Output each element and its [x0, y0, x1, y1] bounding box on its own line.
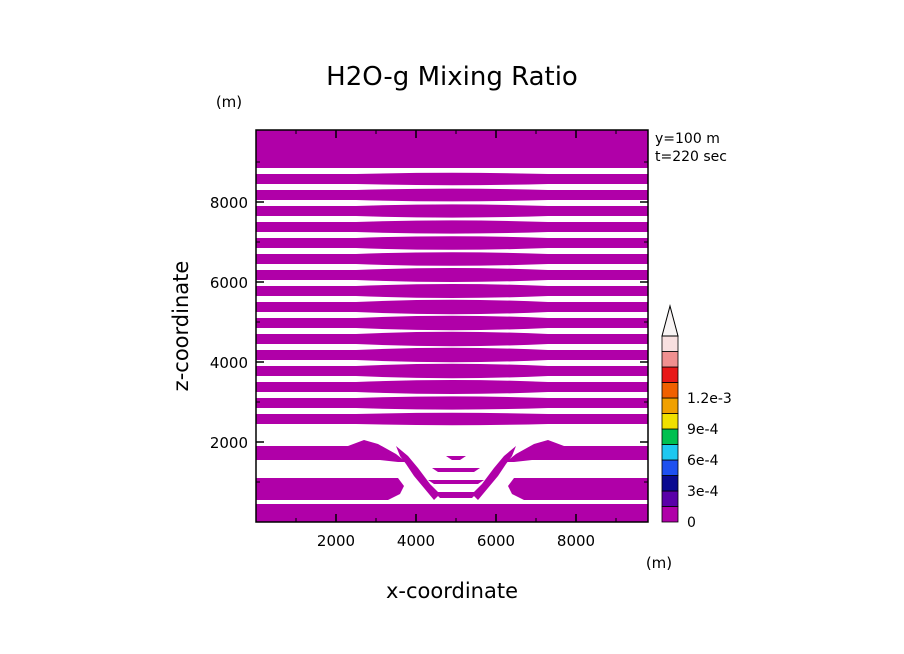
x-tick-label: 2000 [317, 532, 355, 550]
colorbar-tick-label: 3e-4 [687, 484, 719, 500]
contour-band [256, 252, 648, 266]
colorbar-swatch [661, 506, 679, 523]
contour-band [256, 220, 648, 234]
contour-band [256, 236, 648, 250]
y-tick-label: 6000 [210, 274, 248, 292]
colorbar-swatch [661, 366, 679, 383]
x-tick-label: 6000 [477, 532, 515, 550]
contour-band [256, 299, 648, 315]
contour-band [256, 363, 648, 379]
colorbar: 0 3e-4 6e-4 9e-4 1.2e-3 [661, 304, 732, 531]
contour-region [446, 456, 466, 460]
colorbar-swatch [661, 428, 679, 445]
contour-band [256, 204, 648, 218]
x-axis: 2000 4000 6000 8000 [295, 130, 617, 550]
x-tick-label: 4000 [397, 532, 435, 550]
contour-region [472, 446, 516, 500]
x-unit-label: (m) [646, 554, 672, 572]
colorbar-swatch [661, 335, 679, 352]
y-tick-label: 8000 [210, 194, 248, 212]
contour-region [428, 480, 484, 484]
contour-region [396, 446, 440, 500]
annotation-y-position: y=100 m [655, 131, 720, 147]
contour-band [256, 188, 648, 202]
contour-region [432, 468, 480, 472]
y-unit-label: (m) [216, 93, 242, 111]
y-tick-label: 2000 [210, 434, 248, 452]
contour-region [256, 478, 404, 500]
contour-region [506, 440, 648, 462]
contour-band [256, 172, 648, 186]
plot-frame [255, 129, 649, 523]
colorbar-tick-label: 1.2e-3 [687, 391, 732, 407]
annotation-time: t=220 sec [655, 149, 727, 165]
chart-title: H2O-g Mixing Ratio [326, 62, 578, 92]
colorbar-swatch [661, 382, 679, 399]
contour-region [434, 492, 478, 498]
contour-band [256, 284, 648, 298]
colorbar-swatch [661, 459, 679, 476]
colorbar-extend-arrow [661, 304, 679, 337]
contour-band [256, 268, 648, 282]
contour-band [256, 315, 648, 331]
colorbar-tick-label: 0 [687, 515, 696, 531]
contour-band [256, 412, 648, 426]
plot-layer [256, 130, 648, 522]
contour-region [256, 504, 648, 522]
contour-band [256, 130, 648, 168]
contour-band [256, 380, 648, 394]
colorbar-tick-label: 9e-4 [687, 422, 719, 438]
colorbar-swatch [661, 444, 679, 461]
colorbar-swatch [661, 413, 679, 430]
colorbar-swatch [661, 397, 679, 414]
y-axis: 2000 4000 6000 8000 [210, 161, 648, 483]
contour-band [256, 331, 648, 347]
y-axis-label: z-coordinate [169, 261, 193, 392]
x-axis-label: x-coordinate [386, 579, 518, 603]
x-tick-label: 8000 [557, 532, 595, 550]
colorbar-tick-label: 6e-4 [687, 453, 719, 469]
contour-band [256, 396, 648, 410]
colorbar-swatch [661, 490, 679, 507]
contour-band [256, 347, 648, 363]
colorbar-swatch [661, 475, 679, 492]
contour-region [256, 440, 406, 462]
y-tick-label: 4000 [210, 354, 248, 372]
contour-region [508, 478, 648, 500]
colorbar-swatch [661, 351, 679, 368]
